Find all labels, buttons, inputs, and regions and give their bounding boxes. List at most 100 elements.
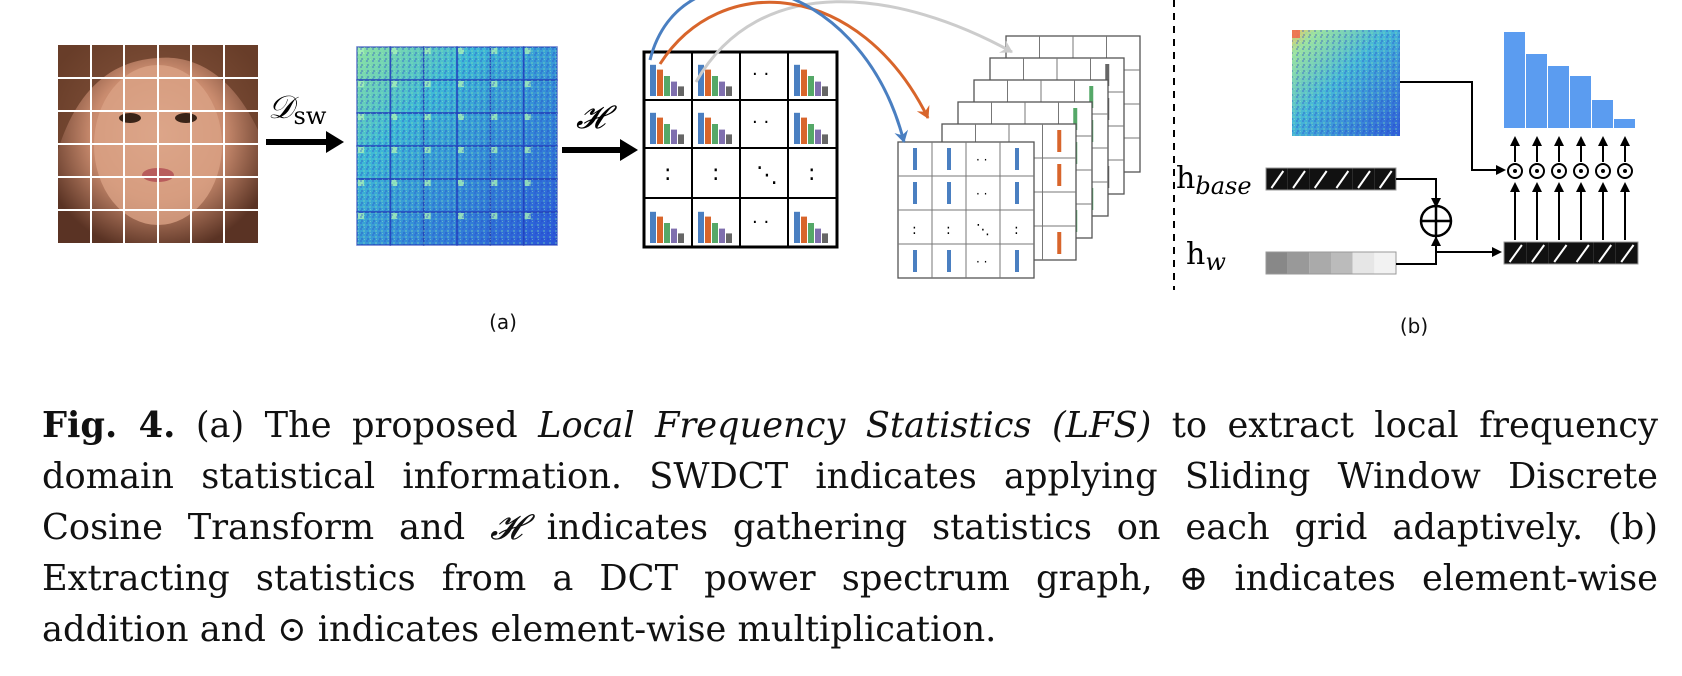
vector-frame bbox=[1503, 241, 1639, 265]
vector-slash bbox=[1598, 244, 1613, 263]
hist-bar bbox=[705, 216, 711, 243]
vector-slash bbox=[1270, 170, 1285, 189]
feature-map-bar bbox=[947, 182, 951, 204]
hist-dots-h-2: · · bbox=[752, 112, 769, 133]
hist-bar bbox=[712, 223, 718, 243]
odot-dot bbox=[1601, 169, 1605, 173]
hist-bar bbox=[678, 134, 684, 144]
statistics-bar bbox=[1548, 66, 1569, 128]
vector-slash bbox=[1575, 244, 1590, 263]
hist-bar bbox=[815, 129, 821, 144]
panel-a-label: (a) bbox=[489, 310, 517, 334]
feature-map-bar bbox=[1015, 148, 1019, 170]
caption-odot-symbol: ⊙ bbox=[277, 609, 307, 650]
feature-map-bar bbox=[1073, 108, 1078, 130]
hist-dots-h-3: · · bbox=[752, 212, 769, 233]
hist-bar bbox=[794, 64, 800, 96]
vector-slash bbox=[1378, 170, 1393, 189]
hist-bar bbox=[650, 64, 656, 96]
hist-bar bbox=[808, 76, 814, 96]
svg-text:𝒟sw: 𝒟sw bbox=[268, 88, 327, 130]
feature-map-bar bbox=[1057, 232, 1062, 254]
statistics-bars bbox=[1504, 32, 1635, 128]
histogram-grid: · · · · · · : : : ⋱ bbox=[642, 50, 839, 249]
feature-map-bar bbox=[1057, 164, 1062, 186]
oplus-node bbox=[1396, 178, 1502, 265]
statistics-bar bbox=[1526, 54, 1547, 128]
face-image bbox=[58, 45, 258, 243]
vector-cell bbox=[1352, 252, 1375, 274]
hist-bar bbox=[657, 69, 663, 96]
h-w-vector bbox=[1265, 251, 1397, 275]
caption-part2: to extract local frequency domain statis… bbox=[42, 405, 1659, 548]
hist-bar bbox=[822, 134, 828, 144]
caption-h-symbol: 𝓗 bbox=[490, 507, 522, 548]
dsw-operator: 𝒟sw bbox=[266, 88, 344, 153]
hist-bar bbox=[657, 216, 663, 243]
vector-cell bbox=[1331, 252, 1353, 274]
vector-slash bbox=[1335, 170, 1350, 189]
hist-bar bbox=[678, 86, 684, 96]
odot-dot bbox=[1513, 169, 1517, 173]
hist-dots-v-1: : bbox=[664, 161, 671, 186]
hist-dots-v-3: : bbox=[808, 161, 815, 186]
hist-bar bbox=[794, 112, 800, 144]
gray-arrow bbox=[694, 0, 1013, 83]
feature-map-bar bbox=[913, 182, 917, 204]
panel-b-label: (b) bbox=[1400, 314, 1428, 338]
statistics-bar bbox=[1614, 119, 1635, 128]
hist-bar bbox=[650, 211, 656, 243]
odot-row bbox=[1507, 136, 1633, 240]
feature-map-bar bbox=[1089, 86, 1094, 108]
statistics-bar bbox=[1504, 32, 1525, 128]
hist-bar bbox=[808, 124, 814, 144]
statistics-bar bbox=[1592, 100, 1613, 128]
figure-caption: Fig. 4. (a) The proposed Local Frequency… bbox=[42, 400, 1658, 655]
feature-map-dots: : bbox=[912, 222, 917, 238]
hist-bar bbox=[726, 86, 732, 96]
feature-map-dots: : bbox=[946, 222, 951, 238]
vector-slash bbox=[1531, 244, 1546, 263]
h-operator: 𝓗 bbox=[562, 98, 638, 161]
hist-bar bbox=[719, 129, 725, 144]
hist-bar bbox=[801, 69, 807, 96]
vector-slash bbox=[1620, 244, 1635, 263]
hist-bar bbox=[815, 81, 821, 96]
vector-slash bbox=[1313, 170, 1328, 189]
hist-bar bbox=[801, 216, 807, 243]
feature-map-dots: · · bbox=[976, 255, 987, 269]
feature-map-dots: ⋱ bbox=[976, 222, 990, 238]
hist-bar bbox=[794, 211, 800, 243]
panel-a: 𝒟sw 𝓗 · bbox=[58, 0, 1141, 334]
vector-cell bbox=[1374, 252, 1396, 274]
feature-map-dots: · · bbox=[976, 153, 987, 167]
vector-slash bbox=[1292, 170, 1306, 189]
feature-map-bar bbox=[1015, 182, 1019, 204]
odot-dot bbox=[1557, 169, 1561, 173]
feature-map-dots: · · bbox=[976, 187, 987, 201]
feature-map-bar bbox=[1105, 64, 1110, 86]
vector-slash bbox=[1508, 244, 1523, 263]
feature-map-dots: : bbox=[1014, 222, 1019, 238]
hist-dots-h-1: · · bbox=[752, 64, 769, 85]
panel-b: hbase hw (b) bbox=[1176, 30, 1639, 338]
hist-bar bbox=[671, 129, 677, 144]
orange-arrow bbox=[658, 0, 930, 119]
feature-map-bar bbox=[913, 250, 917, 272]
hist-bar bbox=[705, 117, 711, 144]
feature-map-stack: · ·· ·· ·:::⋱ bbox=[897, 35, 1141, 279]
caption-label: Fig. 4. bbox=[42, 405, 176, 446]
hist-bar bbox=[822, 233, 828, 243]
caption-part4: indicates element-wise addition and bbox=[42, 558, 1659, 650]
feature-map-bar bbox=[1057, 130, 1062, 152]
vector-slash bbox=[1357, 170, 1371, 189]
hist-bar bbox=[726, 134, 732, 144]
odot-dot bbox=[1535, 169, 1539, 173]
hist-bar bbox=[712, 76, 718, 96]
dsw-subscript: sw bbox=[294, 102, 327, 130]
h-w-label: hw bbox=[1186, 237, 1226, 276]
spectrum-connector bbox=[1400, 81, 1506, 175]
hist-bar bbox=[719, 81, 725, 96]
odot-dot bbox=[1623, 169, 1627, 173]
feature-map-layer: · ·· ·· ·:::⋱ bbox=[897, 141, 1035, 279]
